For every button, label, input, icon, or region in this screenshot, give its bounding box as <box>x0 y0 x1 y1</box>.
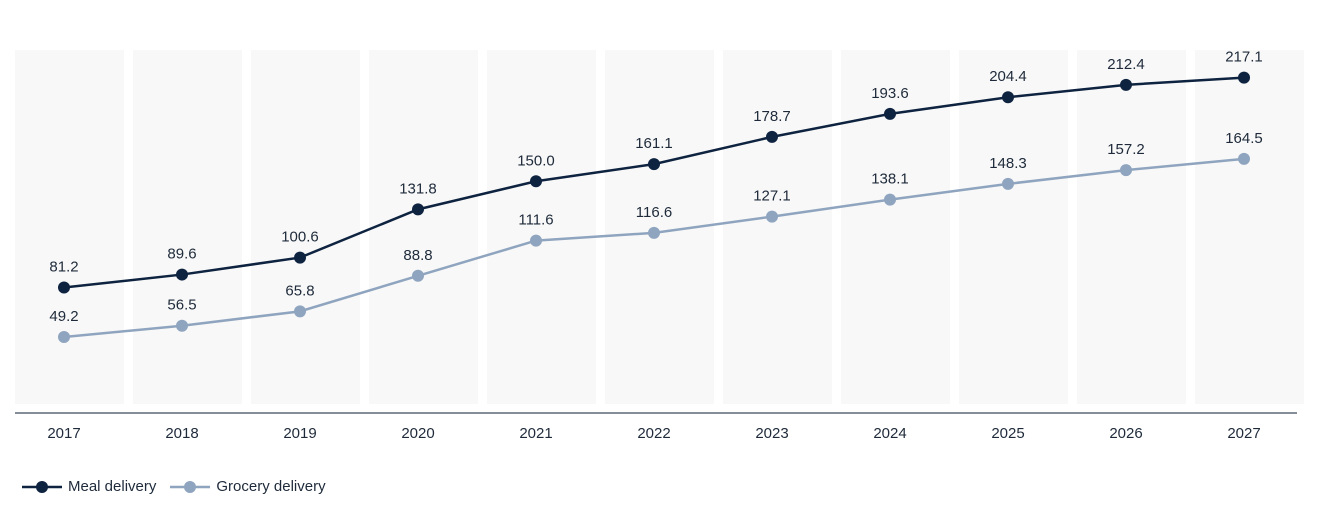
data-label: 164.5 <box>1225 130 1263 147</box>
grocery-delivery-marker-icon <box>170 480 211 493</box>
column-band <box>133 50 242 404</box>
x-tick-label: 2027 <box>1227 425 1260 442</box>
data-label: 157.2 <box>1107 141 1145 158</box>
legend-label: Meal delivery <box>68 478 157 495</box>
data-label: 150.0 <box>517 152 555 169</box>
line-chart: 2017 2018 2019 2020 2021 2022 2023 2024 2025 2026… <box>15 48 1304 442</box>
data-label: 111.6 <box>518 212 553 229</box>
data-point <box>766 210 778 223</box>
data-label: 138.1 <box>871 171 909 188</box>
data-point <box>58 330 70 343</box>
column-band <box>15 50 124 404</box>
data-label: 127.1 <box>753 188 791 205</box>
x-tick-label: 2024 <box>873 425 906 442</box>
data-point <box>648 226 660 239</box>
x-tick-label: 2019 <box>283 425 316 442</box>
data-label: 116.6 <box>636 204 672 221</box>
data-label: 178.7 <box>753 108 791 125</box>
data-point <box>1002 91 1014 104</box>
data-label: 161.1 <box>635 135 673 152</box>
data-label: 49.2 <box>49 308 78 325</box>
data-label: 204.4 <box>989 68 1027 85</box>
data-label: 217.1 <box>1225 49 1263 66</box>
x-tick-label: 2025 <box>991 425 1024 442</box>
x-tick-label: 2023 <box>755 425 788 442</box>
data-point <box>1002 177 1014 190</box>
data-point <box>294 251 306 264</box>
data-point <box>1238 71 1250 84</box>
x-tick-label: 2026 <box>1109 425 1142 442</box>
x-tick-label: 2022 <box>637 425 670 442</box>
column-band <box>251 50 360 404</box>
legend-item-meal-delivery[interactable]: Meal delivery <box>22 478 156 495</box>
legend: Meal delivery Grocery delivery <box>22 478 326 495</box>
data-label: 81.2 <box>49 259 78 276</box>
data-point <box>530 175 542 188</box>
data-point <box>412 269 424 282</box>
legend-label: Grocery delivery <box>216 478 326 495</box>
column-band <box>487 50 596 404</box>
data-label: 100.6 <box>281 229 319 246</box>
column-band <box>369 50 478 404</box>
data-label: 65.8 <box>285 282 314 299</box>
column-band <box>841 50 950 404</box>
data-point <box>1238 152 1250 165</box>
data-point <box>530 234 542 247</box>
x-tick-label: 2018 <box>165 425 198 442</box>
column-band <box>1077 50 1186 404</box>
data-label: 212.4 <box>1107 56 1145 73</box>
data-label: 89.6 <box>167 246 196 263</box>
x-tick-label: 2020 <box>401 425 434 442</box>
data-point <box>58 281 70 294</box>
data-point <box>294 305 306 318</box>
data-point <box>884 193 896 206</box>
data-point <box>648 158 660 171</box>
meal-delivery-marker-icon <box>22 480 62 493</box>
column-band <box>959 50 1068 404</box>
data-point <box>766 130 778 143</box>
data-point <box>412 203 424 216</box>
data-label: 56.5 <box>167 297 196 314</box>
x-tick-label: 2021 <box>519 425 552 442</box>
data-label: 193.6 <box>871 85 909 102</box>
data-point <box>176 319 188 332</box>
data-point <box>884 107 896 120</box>
data-point <box>176 268 188 281</box>
column-band <box>723 50 832 404</box>
data-label: 148.3 <box>989 155 1027 172</box>
column-band <box>1195 50 1304 404</box>
data-label: 88.8 <box>403 247 432 264</box>
data-label: 131.8 <box>399 180 437 197</box>
x-tick-label: 2017 <box>47 425 80 442</box>
legend-item-grocery-delivery[interactable]: Grocery delivery <box>170 478 326 495</box>
data-point <box>1120 78 1132 91</box>
data-point <box>1120 164 1132 177</box>
